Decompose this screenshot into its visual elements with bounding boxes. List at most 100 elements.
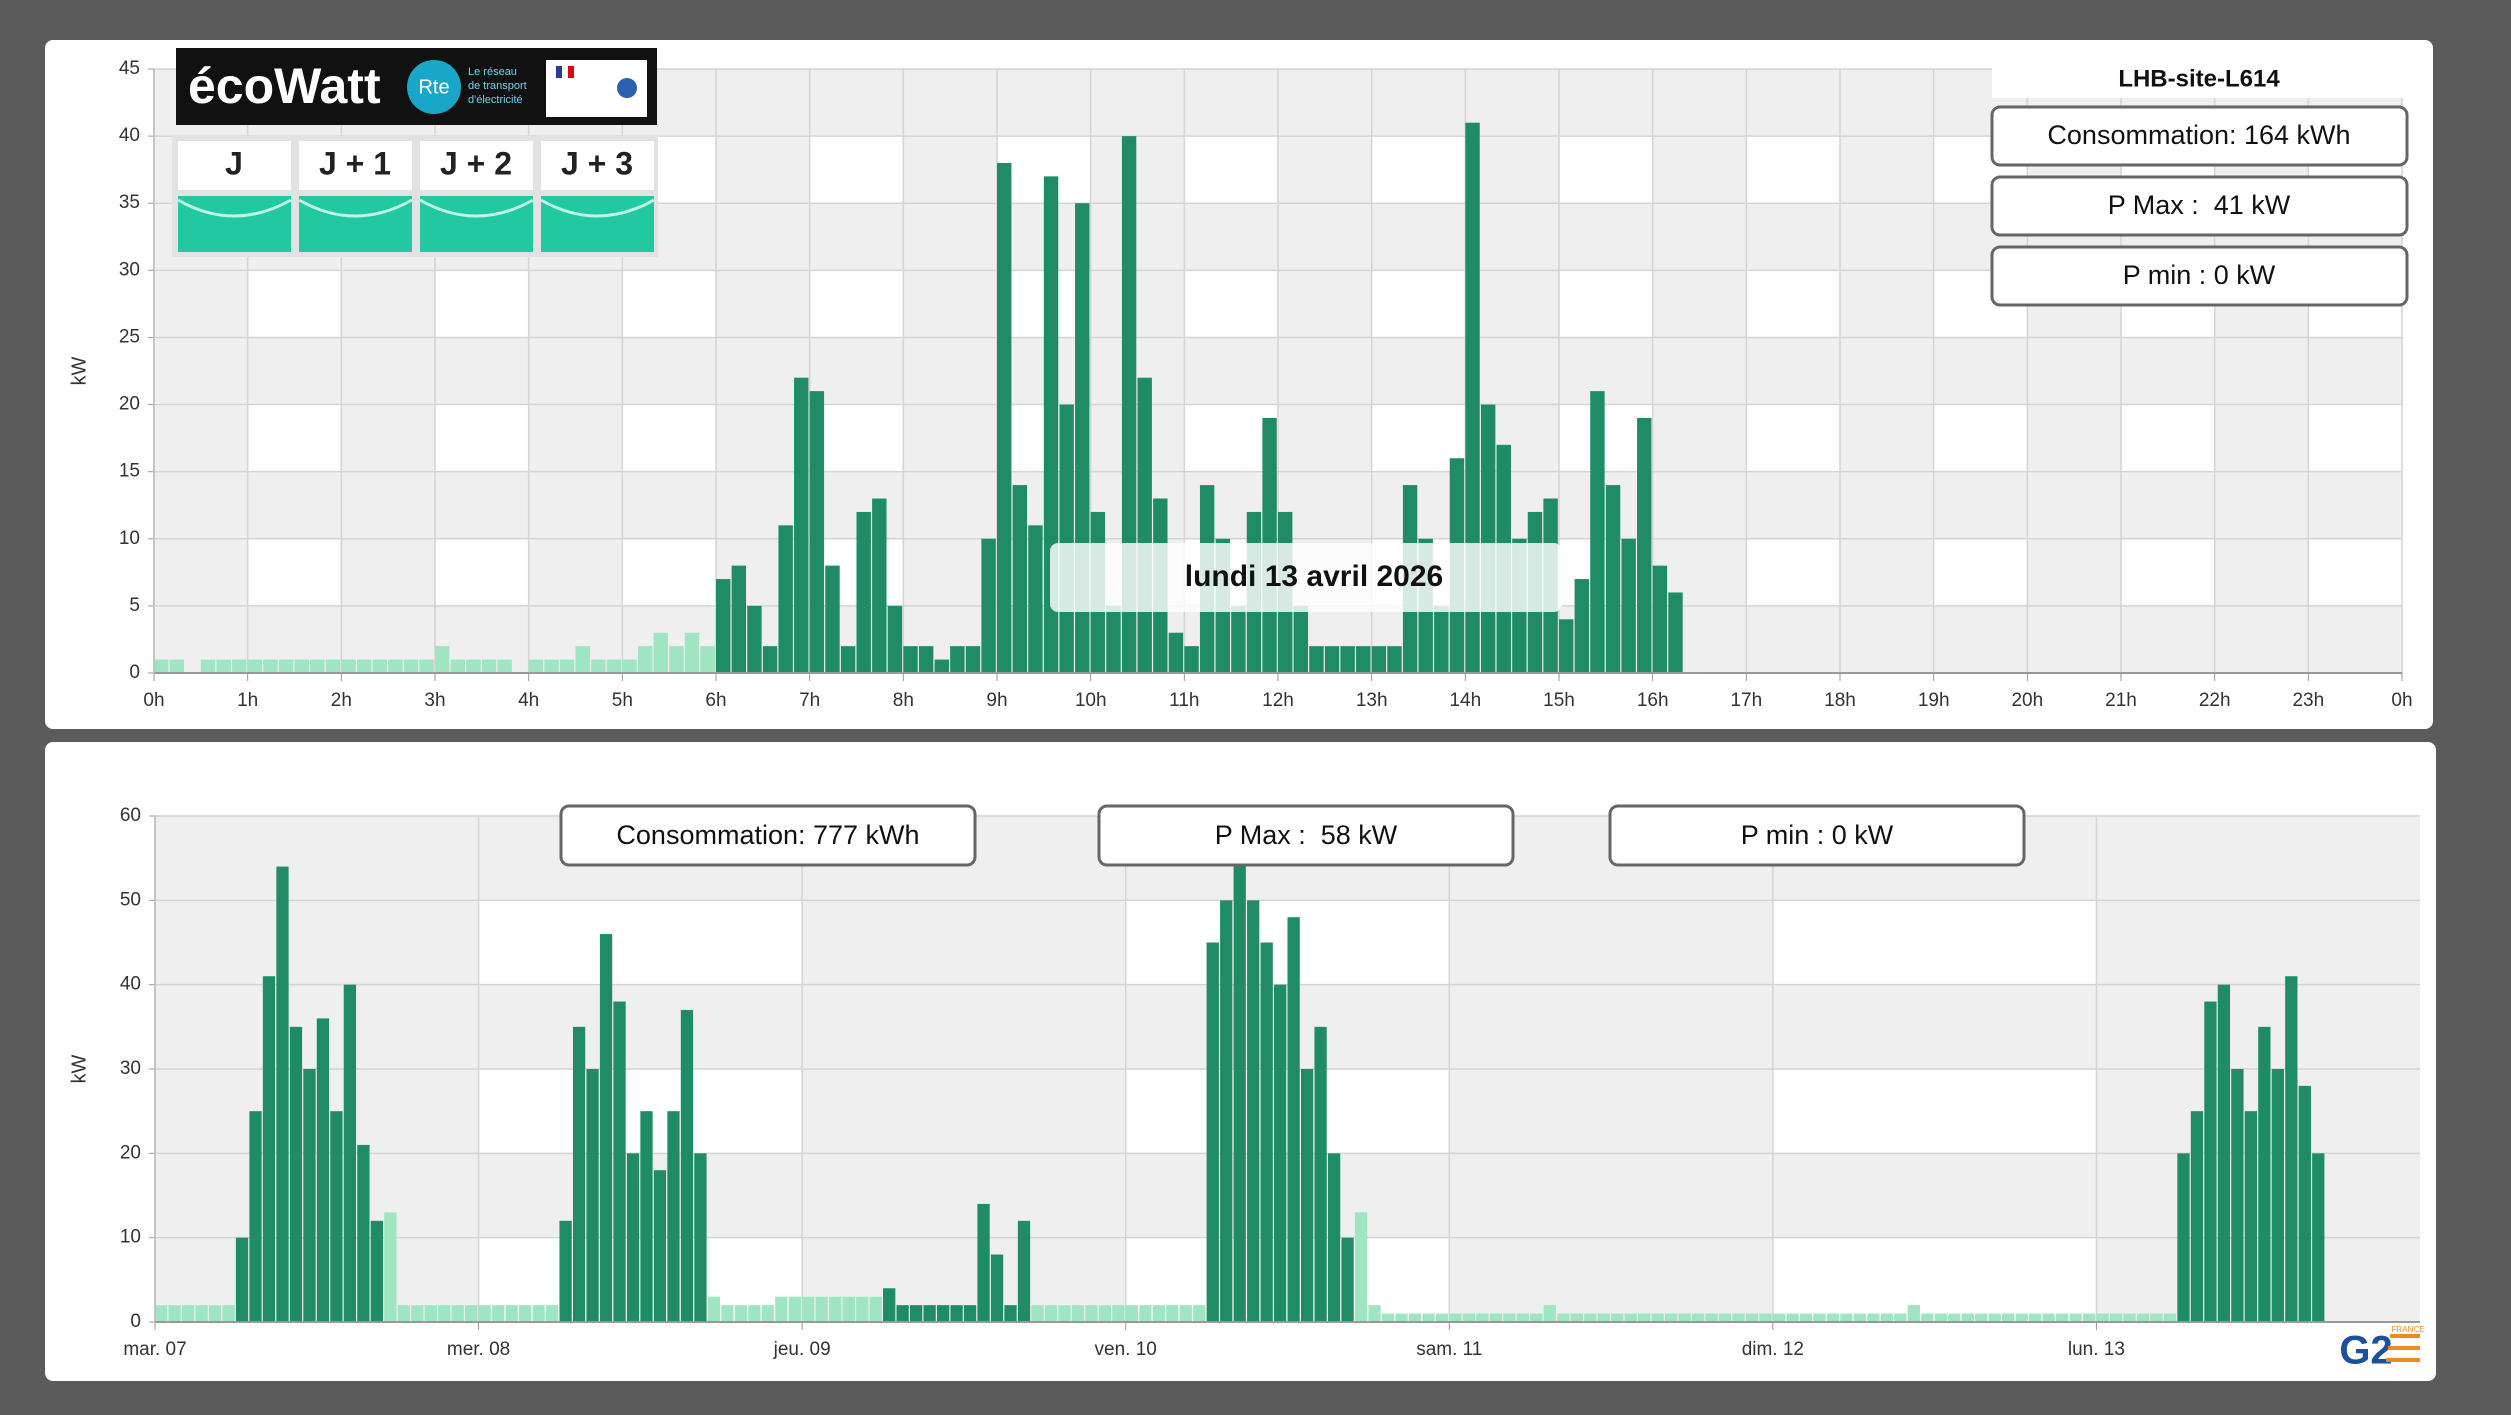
bar [1624, 1313, 1637, 1322]
bar [419, 659, 434, 673]
bar [2069, 1313, 2082, 1322]
grid-cell [622, 538, 716, 606]
bar [936, 1305, 950, 1322]
g2-country: FRANCE [2392, 1325, 2425, 1334]
bar [1570, 1313, 1583, 1322]
bar [450, 659, 466, 673]
stat-text: Consommation: 777 kWh [616, 820, 919, 850]
bar [1220, 900, 1233, 1322]
x-tick-label: 5h [612, 690, 633, 711]
grid-cell [478, 900, 803, 985]
bar [1044, 1305, 1058, 1322]
forecast-day: J + 2 [440, 145, 512, 181]
stat-text: Consommation: 164 kWh [2047, 120, 2350, 150]
bar [1605, 485, 1621, 673]
bar [802, 1296, 815, 1322]
bar [778, 525, 793, 673]
bar [505, 1305, 518, 1322]
bar [1853, 1313, 1867, 1322]
bar [950, 646, 965, 673]
stat-box [1990, 245, 2409, 307]
bar [1341, 1237, 1354, 1322]
grid-cell [1184, 270, 1278, 338]
bar [1166, 1305, 1179, 1322]
bar [181, 1305, 195, 1322]
grid-cell [622, 404, 716, 472]
rte-text: Rte [418, 76, 449, 98]
bar [1324, 646, 1340, 673]
bar [2285, 976, 2298, 1322]
bar [1112, 1305, 1125, 1322]
g2-stripes [2386, 1334, 2420, 1362]
bar [680, 1009, 694, 1322]
bar [2298, 1085, 2311, 1322]
bar [1058, 1305, 1071, 1322]
x-tick-label: jeu. 09 [773, 1339, 831, 1360]
grid-cell [1772, 1237, 2097, 1322]
grid-cell [622, 270, 716, 338]
bar [1139, 1305, 1152, 1322]
grid-cell [2308, 538, 2402, 606]
rte-circle [407, 60, 461, 114]
bar [1638, 1313, 1651, 1322]
grid-cell [435, 404, 529, 472]
bar [466, 659, 481, 673]
bar [2123, 1313, 2136, 1322]
date-label: lundi 13 avril 2026 [1185, 560, 1443, 593]
x-tick-label: mar. 07 [123, 1339, 186, 1360]
bar [1465, 122, 1480, 673]
bar [216, 659, 231, 673]
bar [1462, 1313, 1476, 1322]
bar [2150, 1313, 2163, 1322]
grid-cell [1746, 404, 1840, 472]
x-tick-label: 11h [1169, 690, 1199, 711]
rte-tagline: de transport [468, 80, 527, 92]
bar [1071, 1305, 1085, 1322]
x-tick-label: 6h [705, 690, 726, 711]
x-tick-label: 14h [1449, 690, 1481, 711]
bar [918, 646, 934, 673]
bar [575, 646, 590, 673]
bar [294, 659, 309, 673]
y-tick-label: 60 [120, 805, 141, 826]
bar [1152, 1305, 1165, 1322]
bar [1206, 942, 1219, 1322]
y-tick-label: 35 [119, 192, 140, 213]
bar [497, 659, 512, 673]
bar [2055, 1313, 2069, 1322]
grid-cell [997, 136, 1091, 204]
bar [1651, 1313, 1664, 1322]
bar [559, 659, 575, 673]
bar [325, 659, 341, 673]
bar [1745, 1313, 1759, 1322]
bar [586, 1069, 599, 1322]
bar [200, 659, 216, 673]
bar [465, 1305, 478, 1322]
grid-cell [247, 404, 342, 472]
bar [1611, 1313, 1624, 1322]
bar [1786, 1313, 1799, 1322]
bar [1179, 1305, 1192, 1322]
y-tick-label: 20 [119, 394, 140, 415]
bar [1894, 1313, 1907, 1322]
forecast-wave [419, 198, 534, 218]
bar [887, 605, 903, 673]
bar [640, 1111, 653, 1322]
bar [222, 1305, 235, 1322]
bar [303, 1069, 316, 1322]
bar [653, 1170, 667, 1322]
rte-tagline: d'électricité [468, 94, 523, 106]
bar [1287, 917, 1300, 1322]
grid-cell [247, 538, 342, 606]
bar [2015, 1313, 2028, 1322]
stat-text: P min : 0 kW [2123, 260, 2276, 290]
bar [667, 1111, 680, 1322]
bar [2190, 1111, 2204, 1322]
rte-tagline: Le réseau [468, 66, 517, 78]
bar [168, 1305, 181, 1322]
bar [923, 1305, 936, 1322]
x-tick-label: 19h [1918, 690, 1950, 711]
bar [1309, 646, 1324, 673]
bar [370, 1220, 383, 1322]
forecast-day-cell [541, 141, 654, 190]
